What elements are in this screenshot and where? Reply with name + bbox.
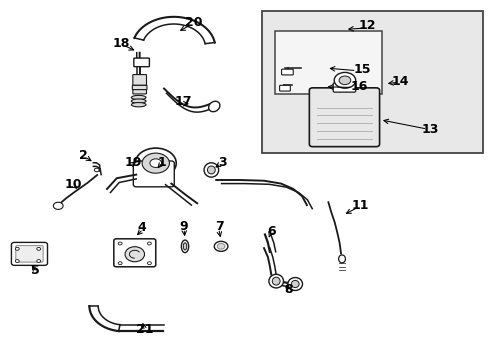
Circle shape [94, 168, 99, 172]
Text: 2: 2 [79, 149, 88, 162]
FancyBboxPatch shape [114, 239, 156, 267]
FancyBboxPatch shape [11, 242, 47, 265]
Text: 9: 9 [179, 220, 187, 233]
Text: 11: 11 [351, 199, 368, 212]
FancyBboxPatch shape [332, 83, 355, 92]
Ellipse shape [131, 95, 146, 100]
Text: 15: 15 [353, 63, 370, 76]
Ellipse shape [291, 280, 299, 288]
Circle shape [53, 202, 63, 210]
Text: 6: 6 [266, 225, 275, 238]
Text: 5: 5 [31, 264, 40, 277]
Text: 17: 17 [174, 95, 192, 108]
Bar [275, 31, 382, 94]
Circle shape [15, 260, 19, 262]
Text: 13: 13 [420, 123, 438, 136]
FancyBboxPatch shape [279, 85, 290, 91]
FancyBboxPatch shape [16, 246, 43, 262]
Ellipse shape [214, 241, 227, 251]
FancyBboxPatch shape [133, 90, 146, 94]
Bar [261, 12, 483, 153]
Circle shape [37, 247, 41, 250]
Ellipse shape [208, 101, 220, 112]
Circle shape [118, 242, 122, 245]
Circle shape [333, 72, 355, 88]
Circle shape [150, 159, 161, 167]
Ellipse shape [338, 255, 345, 263]
Ellipse shape [287, 278, 302, 291]
Ellipse shape [207, 166, 215, 174]
Circle shape [142, 153, 169, 173]
Text: 7: 7 [214, 220, 223, 233]
Text: 21: 21 [136, 323, 153, 336]
Text: 19: 19 [124, 156, 142, 169]
Circle shape [118, 262, 122, 265]
Ellipse shape [131, 99, 146, 103]
FancyBboxPatch shape [134, 58, 149, 67]
Circle shape [147, 262, 151, 265]
Text: 3: 3 [218, 156, 226, 168]
Ellipse shape [272, 277, 280, 285]
Text: 14: 14 [391, 75, 408, 88]
Circle shape [135, 148, 176, 178]
FancyBboxPatch shape [132, 85, 147, 90]
Ellipse shape [183, 243, 186, 250]
FancyBboxPatch shape [133, 161, 174, 187]
Text: 4: 4 [138, 221, 146, 234]
Ellipse shape [217, 243, 224, 249]
Ellipse shape [203, 163, 218, 177]
Text: 12: 12 [358, 19, 375, 32]
Text: 10: 10 [64, 178, 81, 191]
Text: 16: 16 [350, 80, 367, 93]
Ellipse shape [268, 274, 283, 288]
Ellipse shape [181, 240, 188, 253]
FancyBboxPatch shape [309, 88, 379, 147]
Text: 8: 8 [284, 283, 292, 296]
Ellipse shape [125, 247, 144, 262]
Text: 1: 1 [157, 156, 165, 169]
FancyBboxPatch shape [281, 69, 293, 75]
Text: 20: 20 [184, 16, 202, 29]
Circle shape [147, 242, 151, 245]
FancyBboxPatch shape [133, 75, 146, 85]
Ellipse shape [131, 103, 146, 107]
Text: 18: 18 [113, 36, 130, 50]
Circle shape [37, 260, 41, 262]
Circle shape [15, 247, 19, 250]
Circle shape [338, 76, 350, 85]
